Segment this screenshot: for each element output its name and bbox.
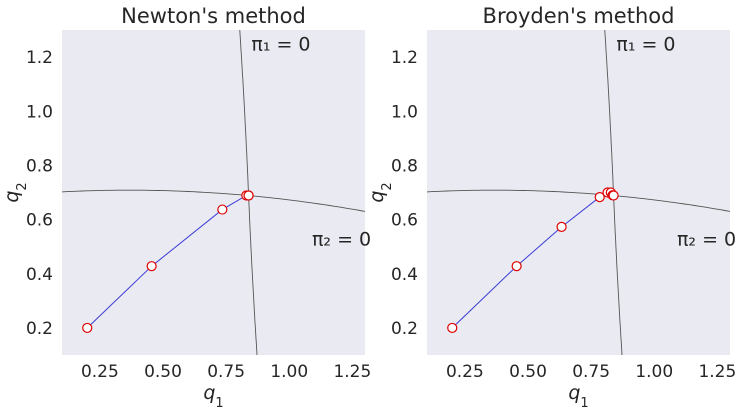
x-tick-label: 0.75: [207, 362, 245, 382]
x-tick-label: 1.25: [698, 362, 736, 382]
panel-newton: π₁ = 0 π₂ = 0 0.25 0.50 0.75 1.00 1.25 0.2 0.4 0.…: [1, 4, 371, 409]
iterate-point: [217, 204, 228, 215]
y-tick-label: 0.4: [391, 265, 418, 285]
chart-title: Broyden's method: [483, 4, 675, 28]
contour-label-pi1: π₁ = 0: [251, 34, 310, 56]
x-tick-label: 0.50: [144, 362, 182, 382]
iterate-point: [594, 192, 605, 203]
x-tick-label: 0.50: [509, 362, 547, 382]
iterate-point: [608, 190, 619, 201]
x-axis-label: q1: [203, 382, 223, 409]
contour-label-pi2: π₂ = 0: [312, 229, 371, 251]
x-tick-label: 0.25: [446, 362, 484, 382]
contour-pi2-curve: [427, 189, 730, 212]
y-tick-label: 1.0: [26, 102, 53, 122]
x-axis-label: q1: [568, 382, 588, 409]
contour-label-pi2: π₂ = 0: [677, 229, 736, 251]
y-tick-label: 1.2: [26, 48, 53, 68]
iterate-point: [146, 261, 157, 272]
x-tick-label: 1.00: [270, 362, 308, 382]
y-axis-label: q2: [1, 182, 30, 202]
y-tick-label: 1.2: [391, 48, 418, 68]
x-tick-label: 1.25: [333, 362, 371, 382]
plot-content: [427, 30, 730, 355]
iterate-point: [243, 190, 254, 201]
y-tick-label: 1.0: [391, 102, 418, 122]
chart-title: Newton's method: [121, 4, 306, 28]
plot-content: [62, 30, 365, 355]
y-tick-label: 0.8: [26, 156, 53, 176]
iterate-point: [82, 322, 93, 334]
panel-broyden: π₁ = 0 π₂ = 0 0.25 0.50 0.75 1.00 1.25 0.2 0.4 0.…: [366, 4, 736, 409]
y-tick-label: 0.4: [26, 265, 53, 285]
iterate-point: [511, 261, 522, 272]
contour-label-pi1: π₁ = 0: [616, 34, 675, 56]
x-tick-label: 0.75: [572, 362, 610, 382]
y-tick-label: 0.2: [391, 319, 418, 339]
iterate-point: [556, 221, 567, 232]
x-tick-label: 1.00: [635, 362, 673, 382]
y-tick-label: 0.2: [26, 319, 53, 339]
y-tick-label: 0.8: [391, 156, 418, 176]
x-tick-label: 0.25: [81, 362, 119, 382]
contour-pi2-curve: [62, 189, 365, 212]
y-axis-label: q2: [366, 182, 395, 202]
y-tick-label: 0.6: [26, 211, 53, 231]
y-tick-label: 0.6: [391, 211, 418, 231]
iterate-point: [447, 322, 458, 334]
